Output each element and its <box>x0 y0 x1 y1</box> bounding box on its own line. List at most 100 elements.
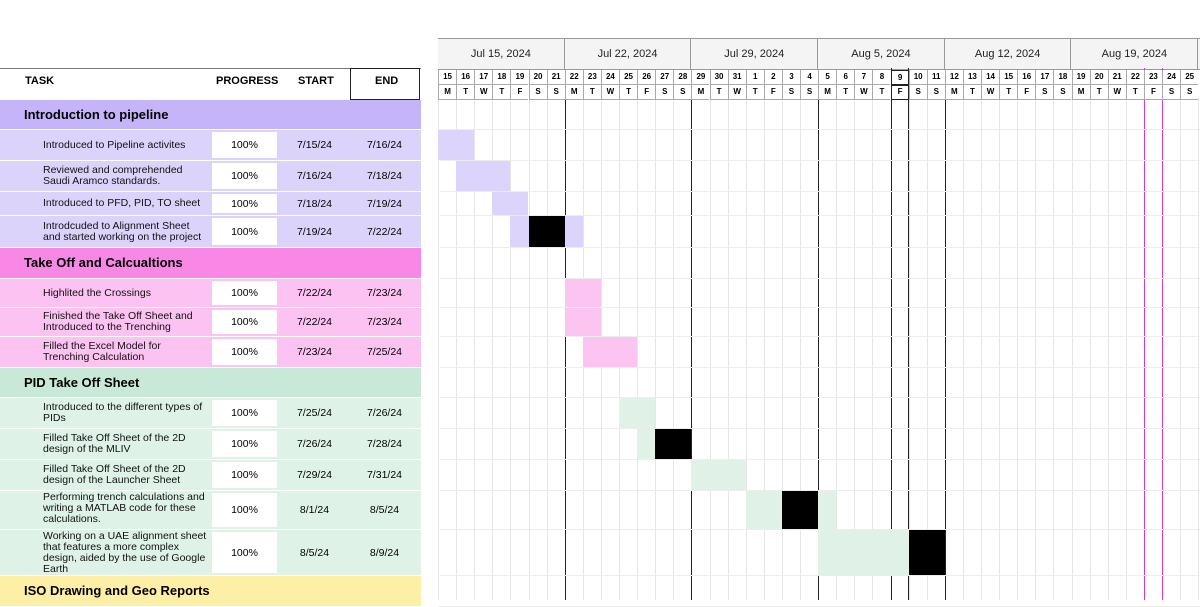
day-number: 15 <box>438 70 456 84</box>
gantt-bar[interactable] <box>438 130 475 160</box>
table-row[interactable] <box>0 398 421 428</box>
table-row[interactable] <box>0 429 421 459</box>
row-gridline <box>438 397 1200 398</box>
gantt-milestone-block[interactable] <box>781 491 819 529</box>
day-number: 17 <box>1035 70 1053 84</box>
day-name: F <box>763 84 782 100</box>
day-name: S <box>926 84 945 100</box>
start-date: 7/26/24 <box>296 438 333 450</box>
day-number: 5 <box>818 70 836 84</box>
day-number: 17 <box>474 70 492 84</box>
day-number: 23 <box>1143 70 1162 84</box>
day-name: F <box>510 84 529 100</box>
day-name: S <box>1053 84 1072 100</box>
day-name: S <box>673 84 692 100</box>
progress-value: 100% <box>231 407 258 419</box>
gantt-bar[interactable] <box>619 398 656 428</box>
gantt-bar[interactable] <box>492 192 529 215</box>
day-number: 20 <box>1089 70 1108 84</box>
row-gridline <box>438 307 1200 308</box>
gantt-milestone-block[interactable] <box>655 429 692 459</box>
progress-value: 100% <box>231 225 258 238</box>
row-gridline <box>438 247 1200 248</box>
table-row[interactable] <box>0 130 421 160</box>
gantt-bar[interactable] <box>456 161 511 191</box>
day-gridline <box>781 98 783 600</box>
row-gridline <box>438 191 1200 192</box>
day-number: 16 <box>1017 70 1035 84</box>
week-divider <box>691 98 693 600</box>
day-gridline <box>655 98 657 600</box>
table-row[interactable] <box>0 161 421 191</box>
section-header[interactable] <box>0 368 421 397</box>
day-name: M <box>438 84 457 100</box>
day-name: M <box>1071 84 1090 100</box>
day-name: S <box>528 84 547 100</box>
day-number: 25 <box>1180 70 1198 84</box>
day-gridline <box>456 98 458 600</box>
day-gridline <box>836 98 838 600</box>
start-date: 7/22/24 <box>296 316 333 328</box>
progress-cell <box>212 532 277 573</box>
day-number: 22 <box>564 70 583 84</box>
row-gridline <box>438 529 1200 530</box>
day-number: 21 <box>1107 70 1126 84</box>
day-number: 24 <box>1162 70 1180 84</box>
table-row[interactable] <box>0 308 421 336</box>
day-number: 1 <box>745 70 764 84</box>
section-header[interactable] <box>0 248 421 278</box>
week-label: Jul 29, 2024 <box>691 39 819 69</box>
end-header[interactable]: END <box>375 75 399 87</box>
table-row[interactable] <box>0 192 421 215</box>
day-gridline <box>1125 98 1127 600</box>
start-date: 7/18/24 <box>296 197 333 210</box>
day-name: T <box>872 84 891 100</box>
gantt-bar[interactable] <box>582 337 638 367</box>
end-date: 8/5/24 <box>369 504 400 516</box>
day-name: S <box>1180 84 1199 100</box>
day-number: 27 <box>655 70 673 84</box>
start-date: 7/29/24 <box>296 469 333 481</box>
day-name: W <box>474 84 493 100</box>
table-row[interactable] <box>0 460 421 490</box>
task-name: Introduced to PFD, PID, TO sheet <box>43 197 201 209</box>
day-number: 4 <box>800 70 818 84</box>
section-title: Introduction to pipeline <box>24 107 169 122</box>
day-number: 12 <box>944 70 963 84</box>
week-label: Jul 22, 2024 <box>565 39 692 69</box>
task-header[interactable]: TASK <box>25 75 55 87</box>
gantt-bar[interactable] <box>564 279 601 307</box>
gantt-milestone-block[interactable] <box>908 530 945 575</box>
gantt-bar[interactable] <box>564 308 601 336</box>
table-row[interactable] <box>0 216 421 247</box>
end-date: 7/23/24 <box>366 287 403 299</box>
progress-cell <box>212 281 277 305</box>
day-gridline <box>962 98 964 600</box>
day-name: M <box>564 84 583 100</box>
day-number: 13 <box>962 70 981 84</box>
table-row[interactable] <box>0 491 421 529</box>
gantt-bar[interactable] <box>691 460 746 490</box>
day-name: F <box>637 84 656 100</box>
day-gridline <box>999 98 1001 600</box>
day-name: T <box>582 84 601 100</box>
day-number: 2 <box>763 70 782 84</box>
table-row[interactable] <box>0 337 421 367</box>
progress-cell <box>212 431 277 457</box>
table-row[interactable] <box>0 279 421 307</box>
row-gridline <box>438 129 1200 130</box>
progress-value: 100% <box>231 139 258 151</box>
table-row[interactable] <box>0 530 421 575</box>
start-header[interactable]: START <box>298 75 334 87</box>
day-name: F <box>1017 84 1036 100</box>
selected-day-column[interactable] <box>890 68 909 600</box>
section-header[interactable] <box>0 100 421 129</box>
progress-header[interactable]: PROGRESS <box>216 75 279 87</box>
day-name: M <box>944 84 963 100</box>
end-header-box[interactable] <box>350 68 420 100</box>
end-date: 7/28/24 <box>366 438 403 450</box>
gantt-milestone-block[interactable] <box>528 216 565 247</box>
day-number: 6 <box>836 70 854 84</box>
progress-cell <box>212 493 277 527</box>
day-number: 14 <box>981 70 999 84</box>
